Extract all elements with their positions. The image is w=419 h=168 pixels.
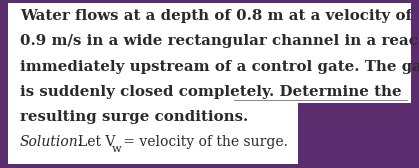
Text: Solution:: Solution: xyxy=(20,135,83,149)
Text: w: w xyxy=(112,144,122,154)
Text: Water flows at a depth of 0.8 m at a velocity of: Water flows at a depth of 0.8 m at a vel… xyxy=(20,9,411,23)
Bar xyxy=(8,103,298,164)
Text: Let V: Let V xyxy=(78,135,116,149)
Text: = velocity of the surge.: = velocity of the surge. xyxy=(119,135,288,149)
Text: immediately upstream of a control gate. The gate: immediately upstream of a control gate. … xyxy=(20,60,419,74)
Bar xyxy=(8,3,411,103)
Text: resulting surge conditions.: resulting surge conditions. xyxy=(20,110,248,124)
Text: is suddenly closed completely. Determine the: is suddenly closed completely. Determine… xyxy=(20,85,401,99)
Bar xyxy=(298,103,411,164)
Text: 0.9 m/s in a wide rectangular channel in a reach: 0.9 m/s in a wide rectangular channel in… xyxy=(20,34,419,48)
